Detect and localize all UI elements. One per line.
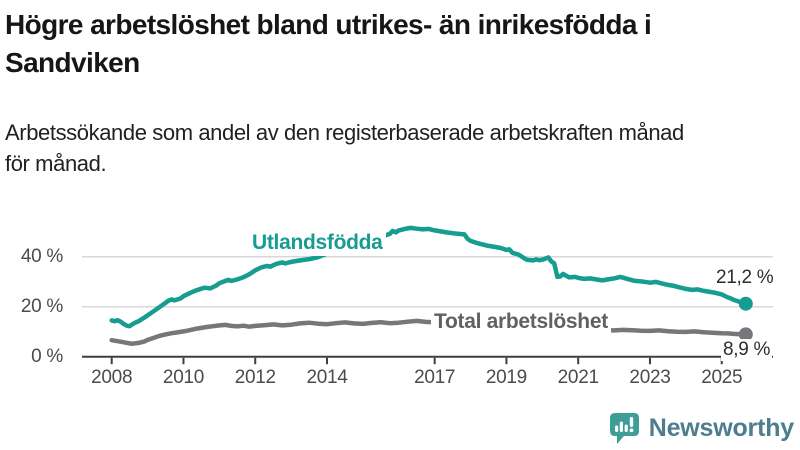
bar-chart-speech-bubble-icon xyxy=(609,413,639,444)
newsworthy-logo[interactable]: Newsworthy xyxy=(609,412,794,445)
chart-subtitle-line1: Arbetssökande som andel av den registerb… xyxy=(5,120,684,145)
chart-subtitle: Arbetssökande som andel av den registerb… xyxy=(5,117,684,179)
x-axis-tick-label: 2014 xyxy=(306,367,348,388)
y-axis-tick-label: 0 % xyxy=(31,345,63,367)
y-axis-tick-label: 40 % xyxy=(20,245,63,267)
value-label-total: 8,9 % xyxy=(721,339,773,361)
x-axis-tick-label: 2010 xyxy=(162,367,205,388)
x-axis-tick-label: 2019 xyxy=(485,367,527,388)
x-axis-tick-label: 2021 xyxy=(557,367,599,388)
series-line-total xyxy=(109,318,749,346)
value-label-utlandsfodda: 21,2 % xyxy=(716,267,774,288)
x-axis-tick-label: 2023 xyxy=(629,367,671,388)
chart-subtitle-line2: för månad. xyxy=(5,151,107,176)
page-title-line2: Sandviken xyxy=(5,47,140,78)
page-title: Högre arbetslöshet bland utrikes- än inr… xyxy=(5,6,652,82)
x-axis-tick-label: 2012 xyxy=(234,367,276,388)
x-axis-tick-label: 2008 xyxy=(91,367,133,388)
newsworthy-wordmark: Newsworthy xyxy=(648,414,794,442)
series-label-total: Total arbetslöshet xyxy=(431,309,611,335)
series-label-utlandsfodda: Utlandsfödda xyxy=(249,230,386,256)
series-line-utlandsfodda xyxy=(109,225,749,329)
series-end-dot-total xyxy=(738,327,753,342)
y-axis-tick-label: 20 % xyxy=(20,295,63,317)
page-title-line1: Högre arbetslöshet bland utrikes- än inr… xyxy=(5,9,652,40)
x-axis-tick-label: 2025 xyxy=(701,367,743,388)
series-end-dot-utlandsfodda xyxy=(738,296,753,311)
x-axis-tick-label: 2017 xyxy=(414,367,456,388)
